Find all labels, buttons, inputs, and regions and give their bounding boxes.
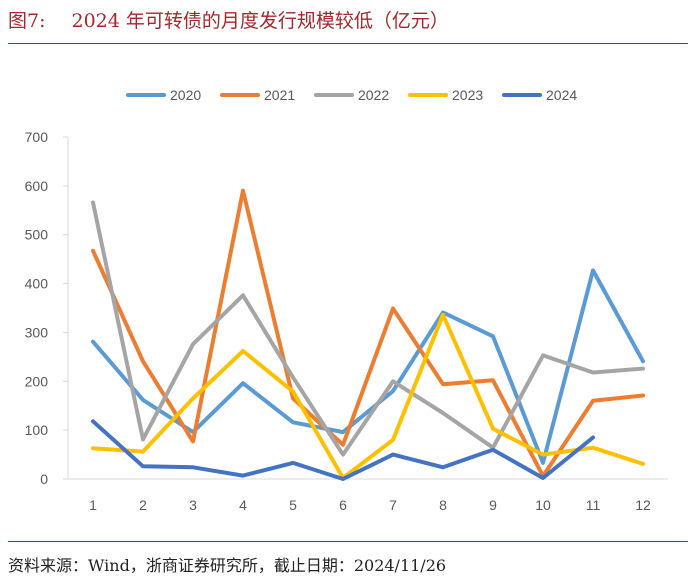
series-line-2022: [91, 200, 645, 457]
x-tick-label: 7: [389, 497, 397, 513]
x-tick-label: 1: [89, 497, 97, 513]
x-tick-label: 2: [139, 497, 147, 513]
figure-title-text: 2024 年可转债的月度发行规模较低（亿元）: [71, 10, 449, 32]
legend-label-2022: 2022: [358, 87, 389, 103]
x-tick-label: 12: [635, 497, 651, 513]
legend-label-2020: 2020: [170, 87, 201, 103]
y-tick-label: 600: [25, 178, 49, 194]
y-tick-label: 300: [25, 324, 49, 340]
y-tick-label: 0: [40, 471, 48, 487]
title-rule: [8, 43, 688, 44]
figure-title: 图7: 2024 年可转债的月度发行规模较低（亿元）: [8, 6, 449, 33]
source-note: 资料来源：Wind，浙商证券研究所，截止日期：2024/11/26: [8, 556, 447, 575]
y-tick-label: 500: [25, 227, 49, 243]
x-tick-label: 9: [489, 497, 497, 513]
series-line-2021: [91, 188, 645, 479]
series-line-2020: [91, 268, 645, 465]
x-tick-label: 5: [289, 497, 297, 513]
y-tick-label: 400: [25, 276, 49, 292]
x-tick-label: 4: [239, 497, 247, 513]
x-tick-label: 10: [535, 497, 551, 513]
y-tick-label: 700: [25, 129, 49, 145]
legend-label-2021: 2021: [264, 87, 295, 103]
figure-label: 图7:: [8, 10, 46, 32]
y-tick-label: 200: [25, 373, 49, 389]
series-line-2024: [91, 419, 595, 481]
legend-label-2024: 2024: [546, 87, 577, 103]
legend-label-2023: 2023: [452, 87, 483, 103]
series-line-2023: [91, 312, 645, 480]
y-tick-label: 100: [25, 422, 49, 438]
source-rule: [8, 541, 688, 542]
x-tick-label: 3: [189, 497, 197, 513]
x-tick-label: 8: [439, 497, 447, 513]
x-tick-label: 6: [339, 497, 347, 513]
x-tick-label: 11: [586, 497, 601, 513]
